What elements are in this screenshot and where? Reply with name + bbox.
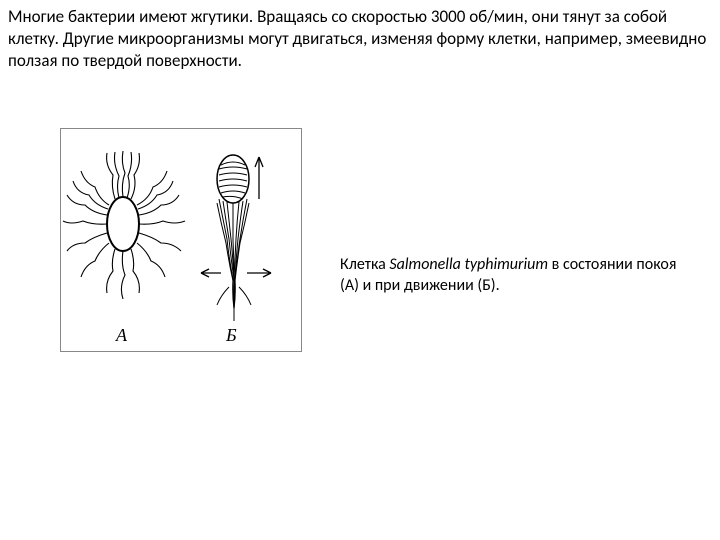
panel-label-a: А bbox=[115, 325, 128, 345]
caption-pre: Клетка bbox=[340, 255, 389, 274]
panel-a bbox=[63, 151, 185, 299]
arrow-up-icon bbox=[255, 157, 263, 199]
caption-species: Salmonella typhimurium bbox=[389, 255, 548, 274]
figure-container: А Б bbox=[60, 128, 302, 352]
figure-caption: Клетка Salmonella typhimurium в состояни… bbox=[340, 255, 690, 297]
panel-label-b: Б bbox=[225, 325, 237, 345]
body-paragraph: Многие бактерии имеют жгутики. Вращаясь … bbox=[8, 6, 716, 71]
figure-svg: А Б bbox=[61, 129, 301, 351]
panel-b bbox=[201, 155, 271, 321]
